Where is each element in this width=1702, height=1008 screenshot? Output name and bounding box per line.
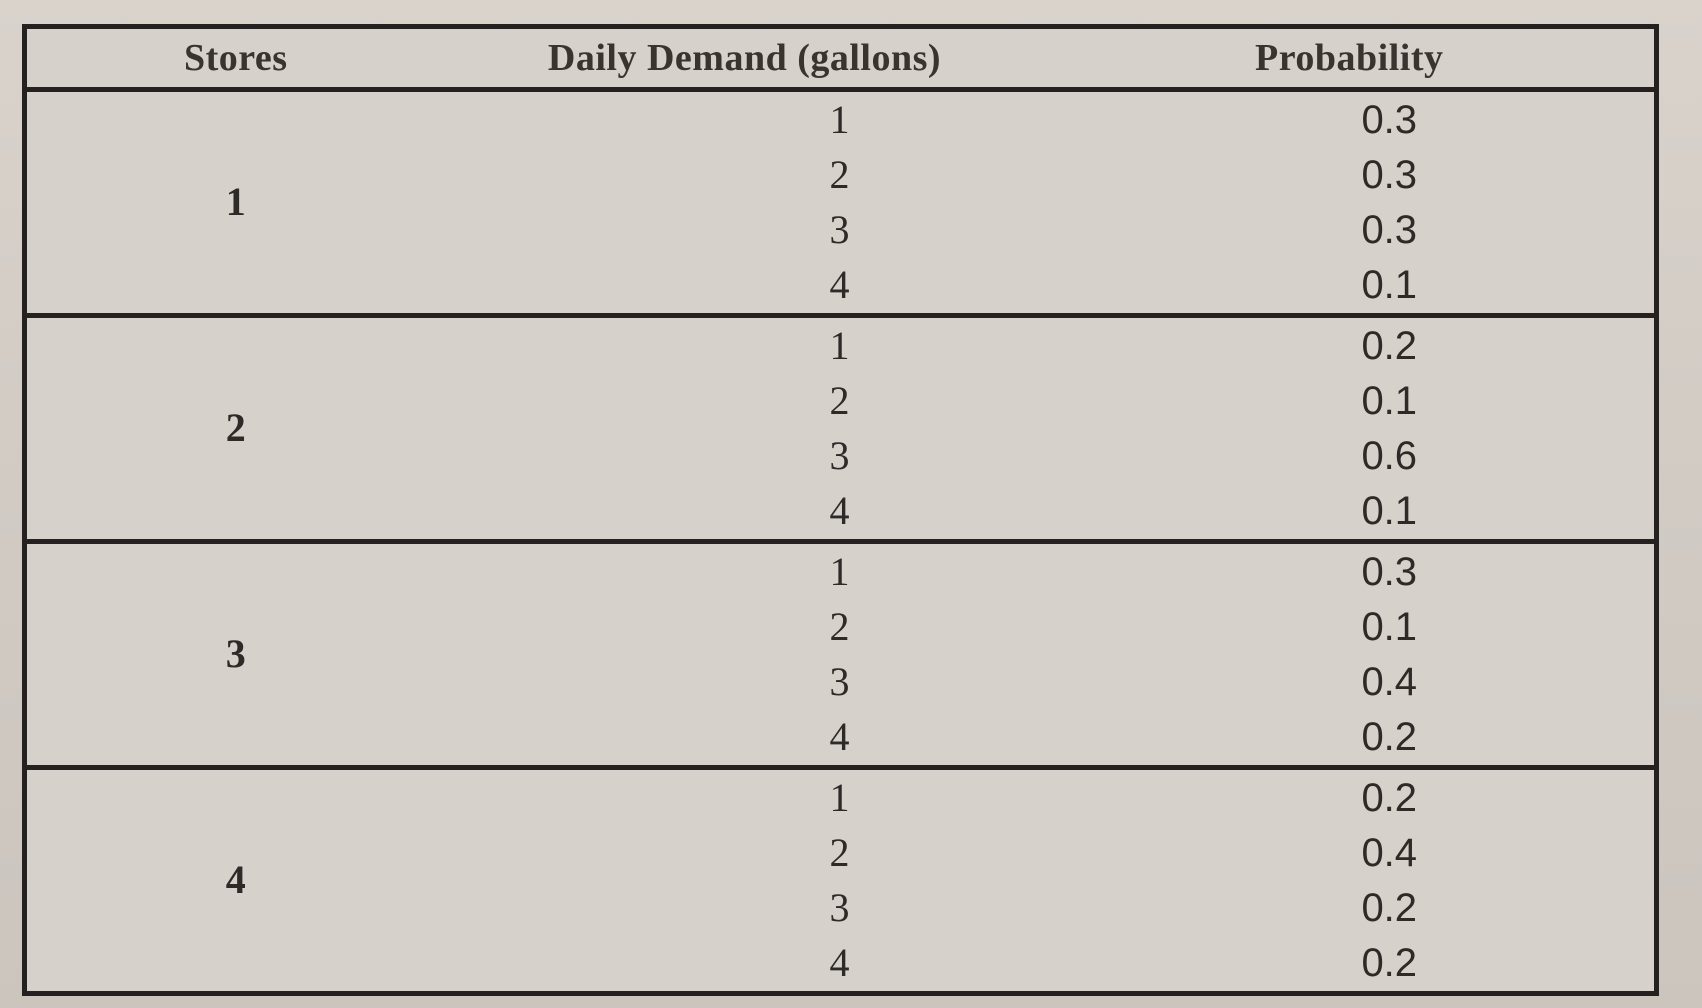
table-row: 2 0.4 [25, 825, 1657, 880]
probability-value: 0.1 [1361, 489, 1418, 534]
demand-value: 1 [444, 538, 1045, 600]
demand-value: 1 [444, 764, 1045, 826]
table-row: 3 0.3 [25, 202, 1657, 257]
table-row: 4 1 0.2 [24, 764, 1657, 994]
probability-value: 0.2 [1361, 941, 1418, 986]
header-daily-demand: Daily Demand (gallons) [444, 26, 1045, 92]
demand-value: 1 [444, 312, 1045, 374]
table-row: 3 0.6 [25, 428, 1657, 483]
table-body: 1 1 0.3 2 0.3 3 0.3 4 0.1 2 1 0.2 [24, 87, 1657, 994]
table-row: 2 1 0.2 [24, 312, 1657, 542]
table-row: 4 0.2 [25, 936, 1657, 994]
probability-value: 0.1 [1361, 263, 1418, 308]
table-row: 4 0.2 [25, 710, 1657, 768]
table-row: 3 0.2 [25, 880, 1657, 935]
header-row: Stores Daily Demand (gallons) Probabilit… [24, 26, 1657, 92]
demand-value: 2 [829, 829, 850, 875]
probability-value: 0.3 [1044, 538, 1657, 600]
store-number: 2 [24, 312, 445, 542]
probability-value: 0.1 [1361, 604, 1418, 649]
probability-value: 0.1 [1361, 378, 1418, 423]
probability-value: 0.4 [1361, 830, 1418, 875]
demand-value: 4 [829, 714, 850, 760]
demand-value: 2 [829, 603, 850, 649]
demand-value: 3 [829, 433, 850, 479]
demand-value: 2 [829, 151, 850, 197]
probability-value: 0.2 [1044, 312, 1657, 374]
demand-value: 3 [829, 885, 850, 930]
probability-value: 0.4 [1361, 660, 1418, 705]
probability-value: 0.6 [1361, 434, 1418, 479]
probability-value: 0.3 [1361, 208, 1418, 253]
probability-value: 0.2 [1361, 715, 1418, 760]
store-number: 4 [24, 764, 445, 994]
table-row: 4 0.1 [25, 484, 1657, 542]
demand-value: 4 [829, 488, 850, 534]
table-row: 3 1 0.3 [24, 538, 1657, 768]
probability-value: 0.3 [1361, 152, 1418, 197]
store-number: 1 [24, 87, 445, 316]
demand-value: 4 [829, 262, 850, 308]
table-row: 1 1 0.3 [24, 87, 1657, 316]
table-row: 2 0.1 [25, 599, 1657, 654]
table-row: 2 0.1 [25, 373, 1657, 428]
probability-value: 0.2 [1044, 764, 1657, 826]
store-number: 3 [24, 538, 445, 768]
header-probability: Probability [1044, 26, 1657, 92]
demand-value: 4 [829, 940, 850, 986]
demand-value: 3 [829, 207, 850, 253]
demand-value: 1 [444, 87, 1045, 148]
header-stores: Stores [24, 26, 445, 92]
demand-value: 3 [829, 659, 850, 705]
table-row: 4 0.1 [25, 258, 1657, 316]
probability-value: 0.2 [1361, 886, 1418, 930]
demand-value: 2 [829, 377, 850, 423]
demand-probability-table: Stores Daily Demand (gallons) Probabilit… [22, 24, 1659, 996]
probability-value: 0.3 [1044, 87, 1657, 148]
table-row: 3 0.4 [25, 654, 1657, 709]
table-row: 2 0.3 [25, 147, 1657, 202]
